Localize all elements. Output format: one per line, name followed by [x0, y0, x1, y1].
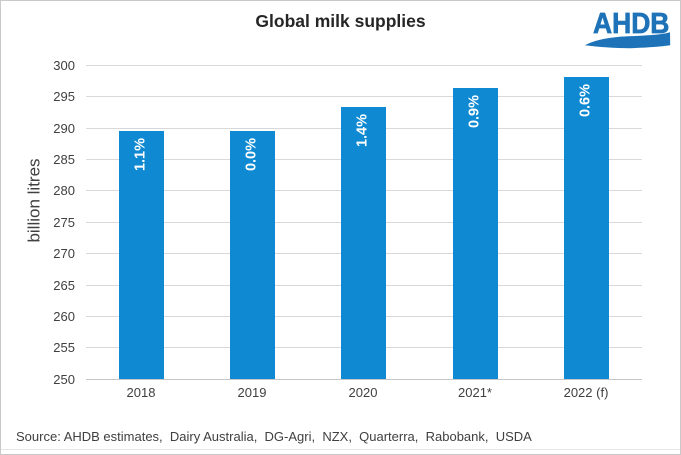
- svg-text:AHDB: AHDB: [593, 7, 669, 39]
